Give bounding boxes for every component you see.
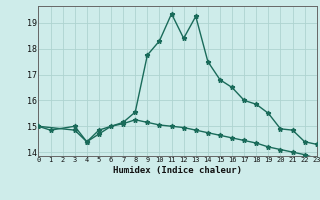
X-axis label: Humidex (Indice chaleur): Humidex (Indice chaleur) xyxy=(113,166,242,175)
